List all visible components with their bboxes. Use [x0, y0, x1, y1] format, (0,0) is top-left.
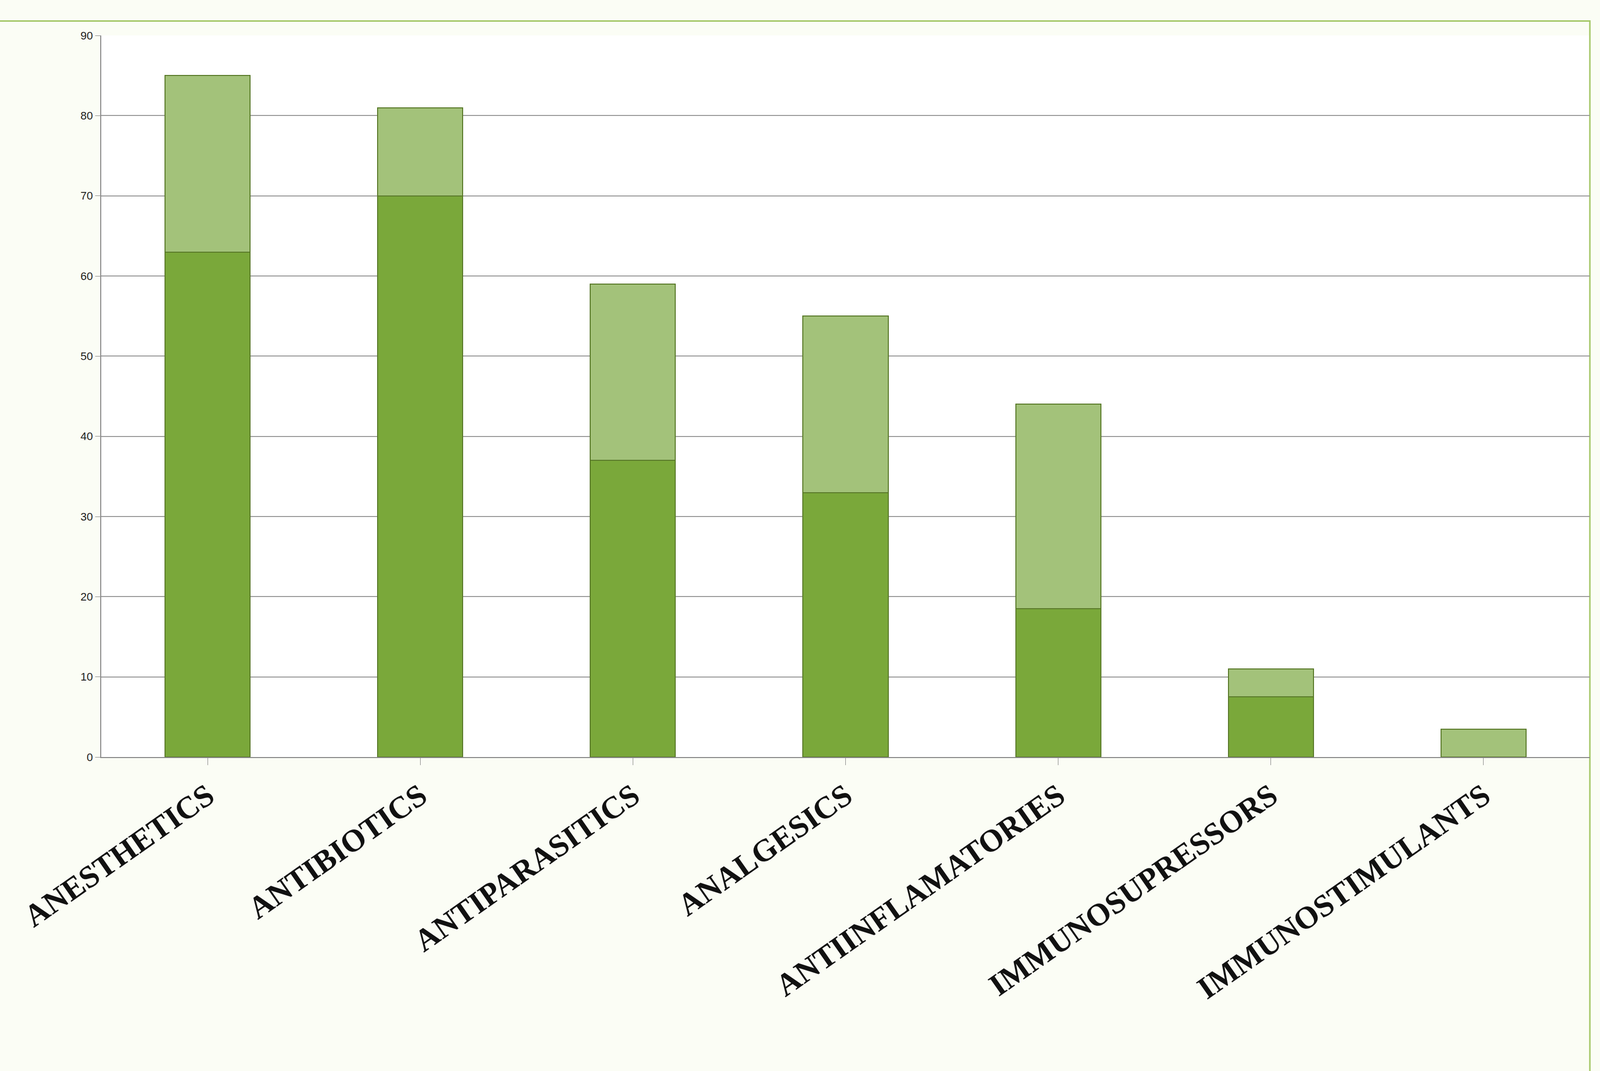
svg-text:0: 0 — [86, 750, 93, 764]
svg-text:80: 80 — [80, 109, 93, 122]
svg-text:30: 30 — [80, 510, 93, 523]
svg-text:10: 10 — [80, 670, 93, 683]
svg-text:70: 70 — [80, 189, 93, 202]
svg-text:ANTIBIOTICS: ANTIBIOTICS — [241, 776, 434, 926]
svg-text:ANESTHETICS: ANESTHETICS — [17, 776, 221, 934]
svg-text:90: 90 — [80, 29, 93, 43]
svg-text:IMMUNOSTIMULANTS: IMMUNOSTIMULANTS — [1191, 776, 1497, 1006]
svg-text:20: 20 — [80, 590, 93, 603]
svg-text:ANTIPARASITICS: ANTIPARASITICS — [407, 776, 646, 958]
svg-text:60: 60 — [80, 269, 93, 283]
svg-text:ANALGESICS: ANALGESICS — [671, 776, 859, 923]
svg-text:40: 40 — [80, 429, 93, 443]
svg-text:IMMUNOSUPRESSORS: IMMUNOSUPRESSORS — [982, 776, 1284, 1003]
svg-text:50: 50 — [80, 349, 93, 363]
svg-text:ANTIINFLAMATORIES: ANTIINFLAMATORIES — [769, 776, 1072, 1003]
